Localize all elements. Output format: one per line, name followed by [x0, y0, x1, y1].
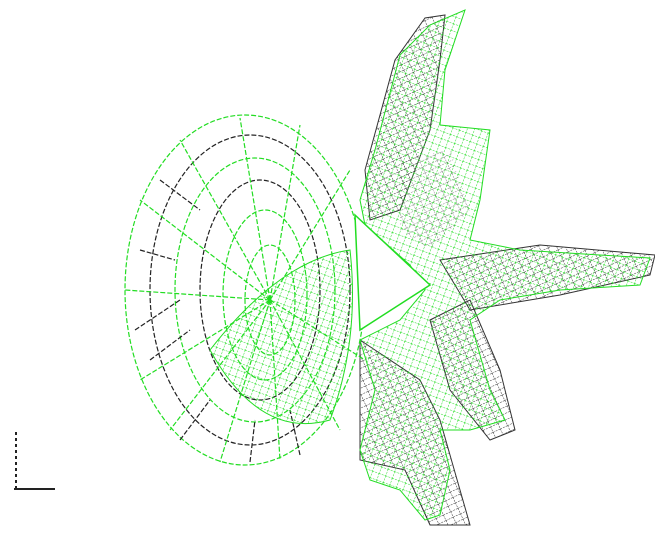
vertebral-body [124, 114, 366, 466]
spinal-canal [354, 213, 432, 332]
posterior-elements-top [359, 9, 651, 521]
axis-triad [14, 432, 55, 490]
